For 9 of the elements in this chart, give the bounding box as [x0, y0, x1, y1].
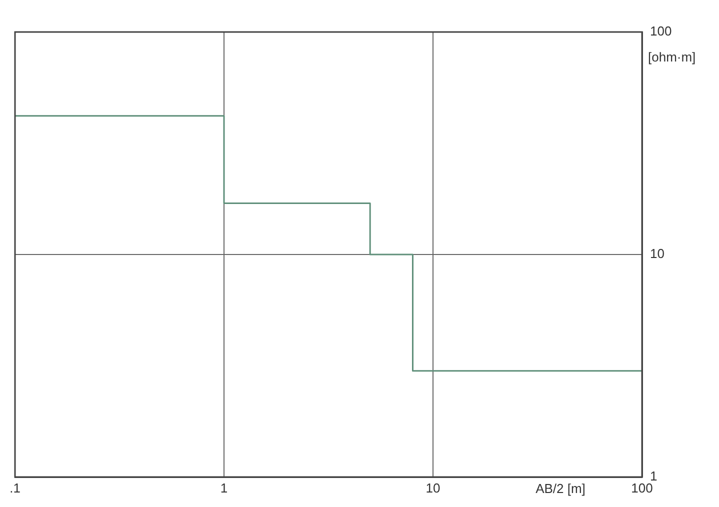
y-tick-label: 10: [650, 246, 664, 262]
x-axis-title: AB/2 [m]: [536, 481, 586, 496]
x-tick-label: .1: [10, 480, 20, 496]
y-tick-label: 1: [650, 468, 658, 484]
y-tick-label: 100: [650, 24, 672, 39]
x-tick-label: 100: [631, 480, 653, 496]
x-tick-label: 10: [426, 480, 440, 496]
x-tick-label: 1: [220, 480, 228, 496]
y-axis-title: [ohm·m]: [648, 50, 696, 65]
